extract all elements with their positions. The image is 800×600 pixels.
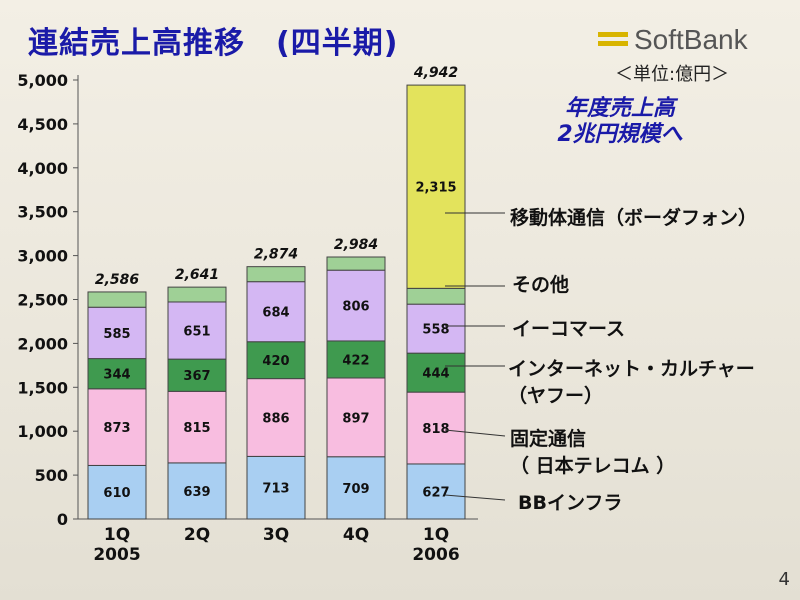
data-label: 886	[262, 412, 289, 427]
data-label: 639	[183, 485, 210, 500]
data-label: 818	[422, 422, 449, 437]
x-year-label: 2005	[93, 545, 140, 565]
bar-segment	[406, 84, 466, 289]
legend-label: その他	[512, 274, 570, 296]
logo-text: SoftBank	[634, 24, 748, 55]
page-number: 4	[778, 569, 790, 590]
legend-item-ecommerce: イーコマース	[512, 314, 625, 341]
data-label: 651	[183, 325, 210, 340]
softbank-logo-icon	[598, 32, 628, 50]
bar-segment	[406, 287, 466, 305]
data-label: 2,315	[415, 181, 456, 196]
y-tick-label: 2,500	[17, 291, 68, 310]
annotation-line-2: 2兆円規模へ	[557, 122, 683, 148]
data-label: 713	[262, 482, 289, 497]
legend-label-sub: （ヤフー）	[508, 385, 604, 407]
legend-item-bb-infra: BBインフラ	[518, 488, 622, 515]
legend-label: インターネット・カルチャー	[508, 358, 755, 380]
legend-item-fixed-line: 固定通信 （ 日本テレコム ）	[510, 424, 675, 478]
data-label: 709	[342, 482, 369, 497]
data-label: 806	[342, 300, 369, 315]
legend-item-mobile: 移動体通信（ボーダフォン）	[510, 203, 757, 230]
x-tick-label: 4Q	[343, 525, 369, 545]
total-label: 4,942	[413, 65, 458, 81]
y-tick-label: 5,000	[17, 71, 68, 90]
bar-segment	[87, 358, 147, 390]
data-label: 422	[342, 353, 369, 368]
annotation-line-1: 年度売上高	[564, 96, 675, 121]
legend-leader-line	[444, 429, 506, 437]
bar-segment	[87, 306, 147, 360]
bar-segment	[246, 266, 306, 283]
data-label: 897	[342, 411, 369, 426]
legend-label: BBインフラ	[518, 492, 623, 514]
legend-label-sub: （ 日本テレコム ）	[510, 455, 676, 477]
page-title: 連結売上高推移 (四半期)	[28, 26, 399, 61]
y-tick-label: 1,000	[17, 422, 68, 441]
x-tick-label: 1Q	[104, 525, 130, 545]
data-label: 627	[422, 485, 449, 500]
total-label: 2,984	[334, 237, 378, 253]
bar-segment	[326, 256, 386, 271]
y-tick-label: 4,000	[17, 159, 68, 178]
bar-segment	[87, 291, 147, 308]
total-label: 2,874	[254, 247, 298, 263]
bar-segment	[87, 464, 147, 520]
bar-segment	[406, 352, 466, 393]
bar-segment	[406, 391, 466, 465]
data-label: 367	[183, 369, 210, 384]
legend-label: 固定通信	[510, 428, 587, 450]
data-label: 684	[262, 306, 289, 321]
y-tick-label: 1,500	[17, 378, 68, 397]
data-label: 444	[422, 367, 449, 382]
legend-item-internet-culture: インターネット・カルチャー （ヤフー）	[508, 354, 755, 408]
data-label: 873	[103, 421, 130, 436]
data-label: 610	[103, 486, 130, 501]
data-label: 585	[103, 327, 130, 342]
legend-item-other: その他	[512, 270, 569, 297]
bar-segment	[167, 358, 227, 392]
bar-segment	[246, 281, 306, 343]
annotation: 年度売上高 2兆円規模へ	[505, 96, 735, 149]
bar-segment	[326, 269, 386, 342]
x-year-label: 2006	[412, 545, 459, 565]
x-tick-label: 2Q	[184, 525, 210, 545]
bar-segment	[87, 388, 147, 466]
y-tick-label: 3,500	[17, 203, 68, 222]
y-tick-label: 2,000	[17, 334, 68, 353]
bar-segment	[167, 301, 227, 360]
data-label: 420	[262, 354, 289, 369]
x-tick-label: 3Q	[263, 525, 289, 545]
y-tick-label: 4,500	[17, 115, 68, 134]
y-tick-label: 0	[57, 510, 68, 529]
bar-segment	[167, 462, 227, 520]
y-tick-label: 3,000	[17, 247, 68, 266]
legend-label: イーコマース	[512, 318, 626, 340]
bar-segment	[326, 456, 386, 520]
data-label: 815	[183, 421, 210, 436]
bar-segment	[167, 286, 227, 303]
legend-label: 移動体通信（ボーダフォン）	[510, 207, 758, 229]
data-label: 344	[103, 368, 130, 383]
legend-leader-line	[444, 494, 506, 501]
unit-label: ＜単位:億円＞	[615, 64, 730, 85]
y-tick-label: 500	[35, 466, 68, 485]
total-label: 2,641	[175, 267, 219, 283]
data-label: 558	[422, 323, 449, 338]
total-label: 2,586	[95, 272, 140, 288]
bar-segment	[246, 455, 306, 520]
x-tick-label: 1Q	[423, 525, 449, 545]
bar-segment	[167, 390, 227, 464]
